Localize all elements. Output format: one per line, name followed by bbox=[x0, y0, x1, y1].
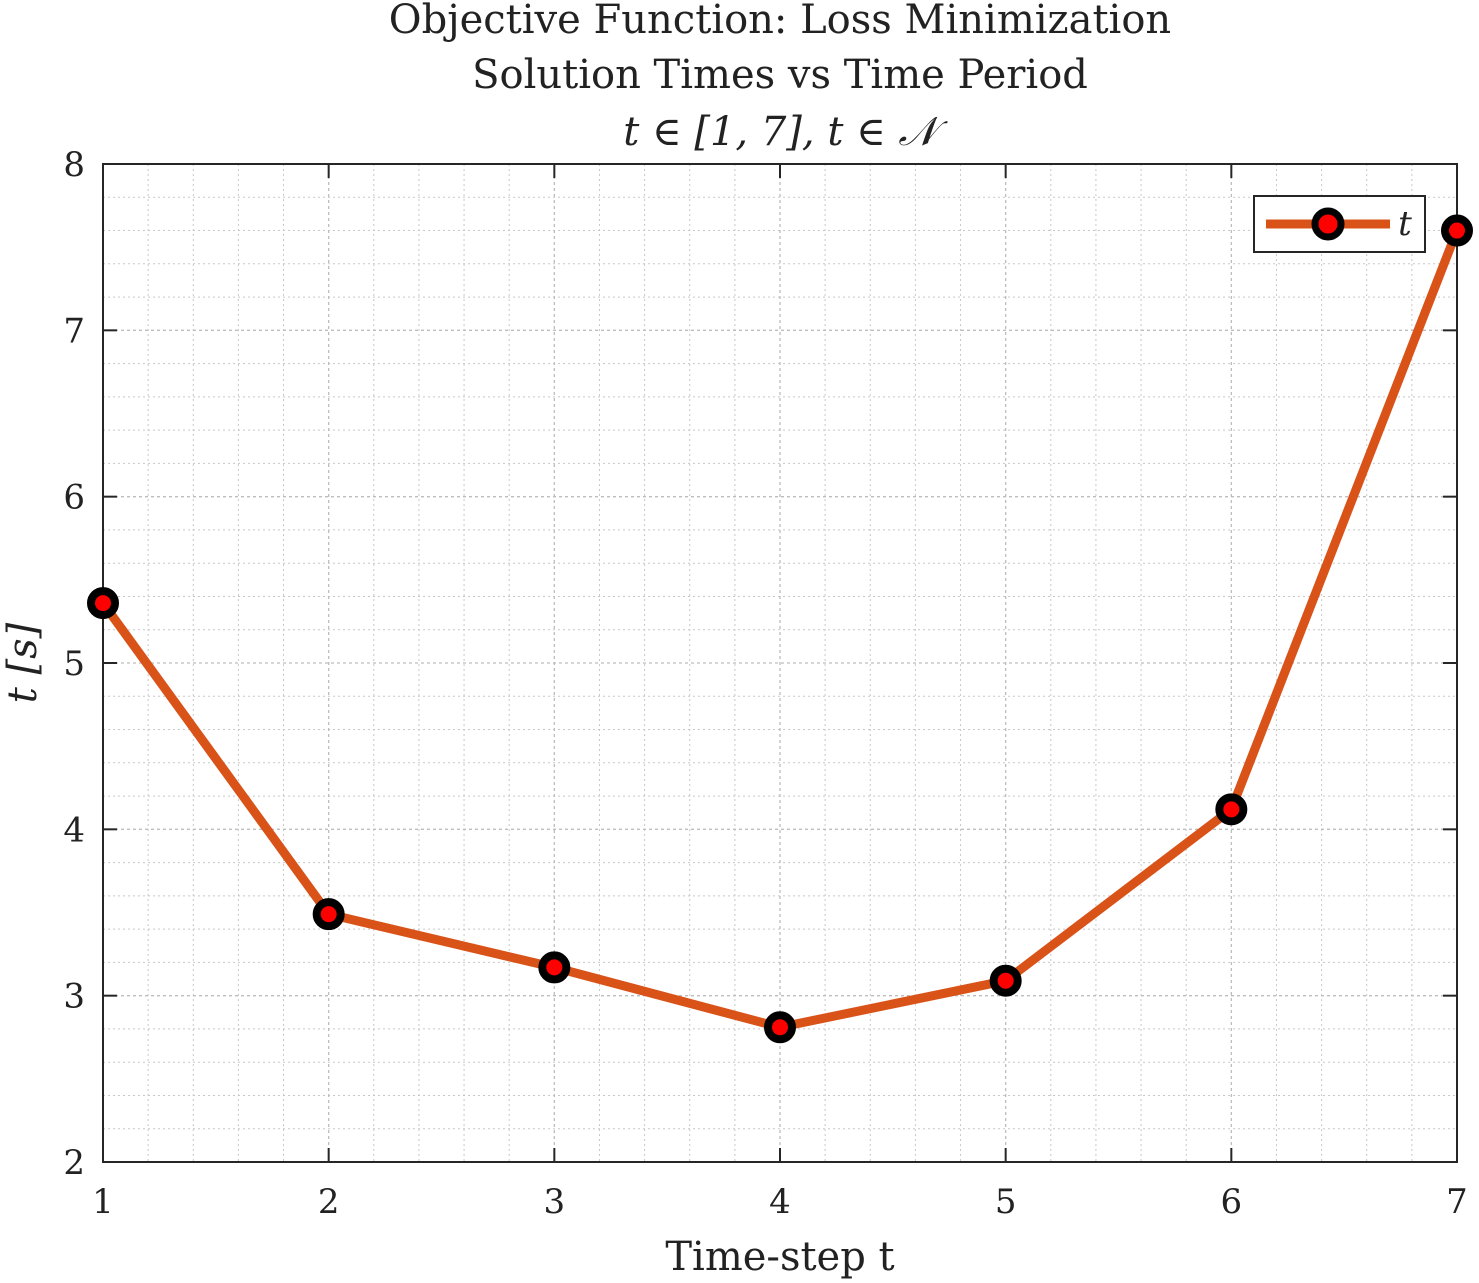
x-tick-label: 1 bbox=[92, 1182, 114, 1222]
chart-title-line-1: Objective Function: Loss Minimization bbox=[389, 0, 1171, 43]
data-point-marker bbox=[1441, 214, 1473, 247]
y-tick-labels: 2 3 4 5 6 7 8 bbox=[63, 145, 85, 1183]
x-tick-label: 2 bbox=[318, 1182, 340, 1222]
y-axis-label: t [s] bbox=[0, 622, 46, 703]
x-tick-label: 7 bbox=[1446, 1182, 1468, 1222]
x-axis-label: Time-step t bbox=[665, 1234, 894, 1280]
y-tick-label: 8 bbox=[63, 145, 85, 185]
chart-title-line-2: Solution Times vs Time Period bbox=[472, 52, 1088, 98]
y-tick-label: 2 bbox=[63, 1143, 85, 1183]
legend-label: t bbox=[1398, 204, 1412, 244]
y-tick-label: 4 bbox=[63, 810, 85, 850]
axis-ticks bbox=[102, 163, 1458, 1163]
major-grid bbox=[103, 164, 1457, 1162]
chart-title-line-3: t ∈ [1, 7], t ∈ 𝒩 bbox=[623, 109, 948, 155]
legend: t bbox=[1253, 195, 1426, 253]
x-tick-label: 6 bbox=[1221, 1182, 1243, 1222]
legend-marker-sample bbox=[1311, 207, 1345, 241]
y-tick-label: 3 bbox=[63, 977, 85, 1017]
y-tick-label: 7 bbox=[63, 311, 85, 351]
x-tick-labels: 1 2 3 4 5 6 7 bbox=[92, 1182, 1468, 1222]
series-layer bbox=[87, 214, 1473, 1044]
x-tick-label: 3 bbox=[544, 1182, 566, 1222]
data-point-marker bbox=[87, 587, 119, 620]
x-tick-label: 4 bbox=[769, 1182, 791, 1222]
data-point-marker bbox=[1215, 793, 1248, 826]
data-point-marker bbox=[989, 964, 1022, 997]
y-tick-label: 5 bbox=[63, 644, 85, 684]
data-point-marker bbox=[312, 898, 345, 931]
data-point-marker bbox=[538, 951, 571, 984]
y-tick-label: 6 bbox=[63, 478, 85, 518]
x-tick-label: 5 bbox=[995, 1182, 1017, 1222]
data-point-marker bbox=[764, 1011, 796, 1044]
